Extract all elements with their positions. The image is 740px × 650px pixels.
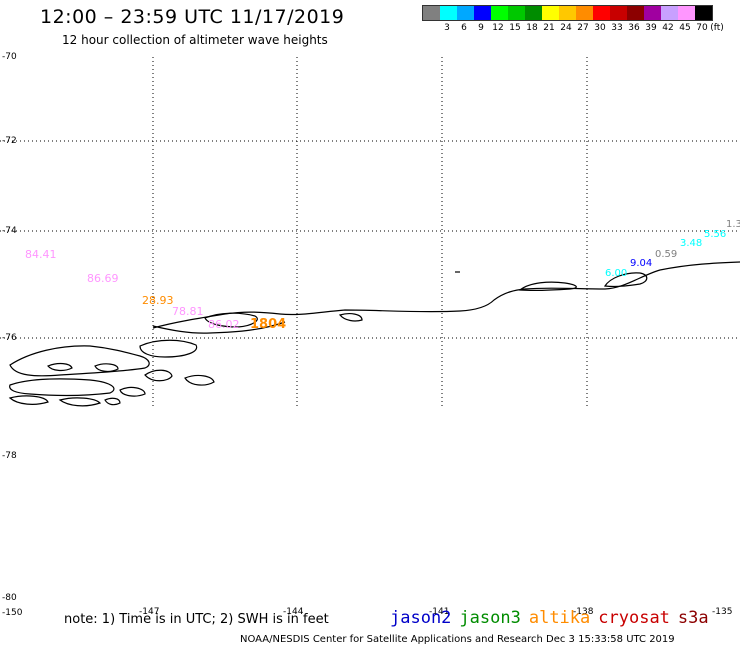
coastline — [8, 261, 740, 407]
coast-island-6 — [184, 374, 215, 386]
coast-island-10 — [8, 395, 49, 405]
coast-island-5 — [144, 369, 173, 382]
legend-label: 39 — [645, 23, 657, 33]
coast-island-12 — [104, 397, 121, 406]
legend-label: 18 — [526, 23, 538, 33]
satellite-altika: altika — [528, 608, 591, 628]
lat-label-74: -74 — [2, 226, 17, 236]
legend-label: 70 — [696, 23, 708, 33]
wave-height-label: 84.41 — [25, 248, 57, 261]
legend-swatch — [542, 6, 559, 20]
legend-label: 21 — [543, 23, 555, 33]
legend-unit: (ft) — [710, 23, 724, 33]
footer-credit: NOAA/NESDIS Center for Satellite Applica… — [240, 634, 675, 645]
legend-swatch — [423, 6, 440, 20]
coast-peninsula-1 — [9, 345, 150, 377]
legend-label: 12 — [492, 23, 504, 33]
coast-island-11 — [58, 397, 102, 407]
lon-label-135: -135 — [712, 607, 733, 617]
coast-island-8 — [94, 363, 119, 372]
wave-height-label: 86.02 — [208, 318, 240, 331]
lon-label-147: -147 — [139, 607, 160, 617]
map-title: 12:00 – 23:59 UTC 11/17/2019 — [40, 6, 345, 28]
legend-label: 45 — [679, 23, 691, 33]
legend-swatch — [593, 6, 610, 20]
wave-height-label: 1.3 — [726, 219, 740, 230]
lat-label-76: -76 — [2, 333, 17, 343]
legend-swatch — [661, 6, 678, 20]
legend-swatch — [525, 6, 542, 20]
legend-swatch — [678, 6, 695, 20]
wave-height-label: 86.69 — [87, 272, 119, 285]
satellite-jason2: jason2 — [390, 608, 452, 628]
lat-label-80: -80 — [2, 593, 17, 603]
color-legend: 3 6 9 12 15 18 21 24 27 30 33 36 39 42 45 70 (ft) — [422, 5, 724, 37]
legend-label: 42 — [662, 23, 674, 33]
wave-height-label: 0.59 — [655, 249, 678, 260]
footer-note: note: 1) Time is in UTC; 2) SWH is in fe… — [64, 612, 329, 627]
coast-island-1 — [518, 281, 577, 292]
wave-height-label: 5.56 — [704, 229, 727, 240]
satellite-jason3: jason3 — [459, 608, 521, 628]
legend-swatch — [576, 6, 593, 20]
wave-height-label: 1804 — [250, 317, 287, 332]
wave-height-label: 78.81 — [172, 305, 204, 318]
lon-label-150: -150 — [2, 608, 23, 618]
coast-peninsula-2 — [139, 339, 198, 358]
legend-swatch — [644, 6, 661, 20]
coast-island-7 — [47, 362, 73, 372]
wave-height-label: 28.93 — [142, 294, 174, 307]
lat-label-72: -72 — [2, 136, 17, 146]
coast-east-segment — [603, 272, 648, 287]
legend-label: 30 — [594, 23, 606, 33]
legend-label: 15 — [509, 23, 521, 33]
coast-island-4 — [152, 321, 286, 334]
legend-label: 9 — [478, 23, 484, 33]
coast-island-2 — [204, 312, 258, 328]
legend-label: 3 — [444, 23, 450, 33]
legend-swatch — [610, 6, 627, 20]
legend-swatch — [508, 6, 525, 20]
lat-label-70: -70 — [2, 52, 17, 62]
legend-label: 36 — [628, 23, 640, 33]
legend-swatch — [559, 6, 576, 20]
satellite-legend: jason2 jason3 altika cryosat s3a — [390, 608, 717, 628]
wave-height-label: 9.04 — [630, 258, 653, 269]
legend-label: 24 — [560, 23, 572, 33]
lon-label-141: -141 — [429, 607, 450, 617]
legend-swatch — [474, 6, 491, 20]
legend-swatch — [491, 6, 508, 20]
legend-label: 6 — [461, 23, 467, 33]
coast-peninsula-3 — [9, 378, 115, 396]
coast-island-9 — [119, 386, 146, 397]
satellite-cryosat: cryosat — [598, 608, 670, 628]
legend-label: 33 — [611, 23, 623, 33]
legend-swatch — [457, 6, 474, 20]
legend-swatches — [422, 5, 713, 21]
coast-island-3 — [338, 313, 363, 322]
legend-labels: 3 6 9 12 15 18 21 24 27 30 33 36 39 42 45 70 (ft) — [422, 23, 724, 37]
graticule — [0, 57, 740, 408]
lon-label-138: -138 — [573, 607, 594, 617]
lat-label-78: -78 — [2, 451, 17, 461]
legend-swatch — [695, 6, 712, 20]
wave-height-label: 3.48 — [680, 238, 703, 249]
map-subtitle: 12 hour collection of altimeter wave hei… — [62, 33, 328, 47]
satellite-s3a: s3a — [677, 608, 709, 628]
lon-label-144: -144 — [283, 607, 304, 617]
legend-swatch — [440, 6, 457, 20]
wave-height-label: 6.00 — [605, 268, 628, 279]
legend-swatch — [627, 6, 644, 20]
legend-label: 27 — [577, 23, 589, 33]
ice-shelf-edge — [152, 261, 740, 329]
